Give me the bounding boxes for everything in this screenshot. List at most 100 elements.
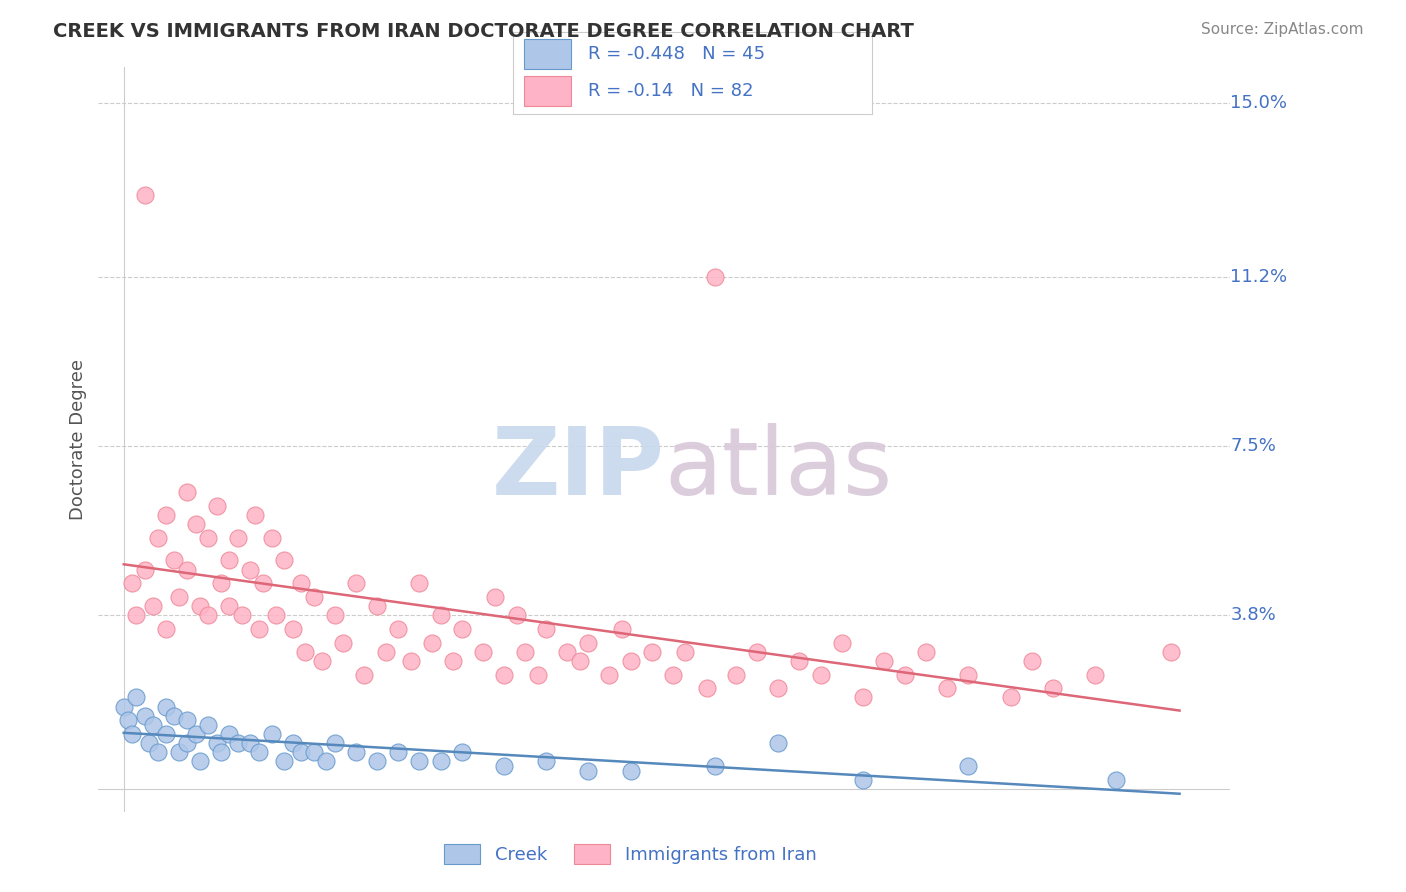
Point [226,736,249,750]
Point [142,718,165,732]
Point [311,654,333,668]
Point [146,745,169,759]
Point [112,699,135,714]
Point [526,667,548,681]
Text: 7.5%: 7.5% [1230,437,1277,455]
Point [344,576,367,591]
Point [134,562,156,576]
Point [239,562,262,576]
Point [218,599,240,613]
Point [155,699,177,714]
Point [1042,681,1064,696]
Point [441,654,464,668]
Point [450,745,472,759]
Y-axis label: Doctorate Degree: Doctorate Degree [69,359,87,520]
Point [176,562,198,576]
Point [290,576,312,591]
Point [420,635,443,649]
Point [252,576,274,591]
Point [344,745,367,759]
Point [598,667,620,681]
Point [197,718,219,732]
Point [155,727,177,741]
Point [218,553,240,567]
Point [852,772,875,787]
Point [399,654,422,668]
Point [323,736,346,750]
Point [789,654,811,668]
Point [957,667,980,681]
Point [281,736,304,750]
Point [188,755,211,769]
Text: CREEK VS IMMIGRANTS FROM IRAN DOCTORATE DEGREE CORRELATION CHART: CREEK VS IMMIGRANTS FROM IRAN DOCTORATE … [53,22,914,41]
Point [484,590,506,604]
Point [610,622,633,636]
Point [142,599,165,613]
Point [505,608,527,623]
Point [176,484,198,499]
Point [366,755,388,769]
Point [492,667,515,681]
Point [873,654,896,668]
Point [429,608,451,623]
Point [1084,667,1107,681]
Point [176,714,198,728]
Point [155,508,177,522]
Point [408,755,430,769]
Point [450,622,472,636]
Point [534,755,557,769]
Point [247,745,270,759]
Text: R = -0.14   N = 82: R = -0.14 N = 82 [589,82,754,100]
Point [281,622,304,636]
Point [936,681,959,696]
Point [704,270,727,285]
Point [226,531,249,545]
Point [675,645,697,659]
Point [662,667,685,681]
Point [273,553,295,567]
Point [125,690,148,705]
Point [619,654,641,668]
Point [1000,690,1022,705]
Point [273,755,295,769]
Text: Source: ZipAtlas.com: Source: ZipAtlas.com [1201,22,1364,37]
Point [260,531,283,545]
Point [387,622,409,636]
Point [302,745,325,759]
Point [218,727,240,741]
Point [555,645,578,659]
Point [121,576,143,591]
Text: 3.8%: 3.8% [1230,607,1277,624]
Point [810,667,832,681]
Point [429,755,451,769]
Point [146,531,169,545]
Point [894,667,917,681]
Point [704,759,727,773]
Point [323,608,346,623]
Point [915,645,938,659]
Point [294,645,316,659]
Point [725,667,748,681]
Point [576,764,599,778]
Point [121,727,143,741]
Point [209,576,232,591]
Point [747,645,769,659]
Point [768,681,790,696]
Point [576,635,599,649]
Point [209,745,232,759]
Point [492,759,515,773]
Point [353,667,375,681]
Point [290,745,312,759]
Point [696,681,718,696]
Point [471,645,494,659]
Point [167,745,190,759]
Point [239,736,262,750]
Point [197,531,219,545]
Point [315,755,337,769]
Bar [524,39,571,69]
Point [534,622,557,636]
Bar [524,77,571,106]
Point [619,764,641,778]
Point [332,635,354,649]
Text: 11.2%: 11.2% [1230,268,1288,286]
